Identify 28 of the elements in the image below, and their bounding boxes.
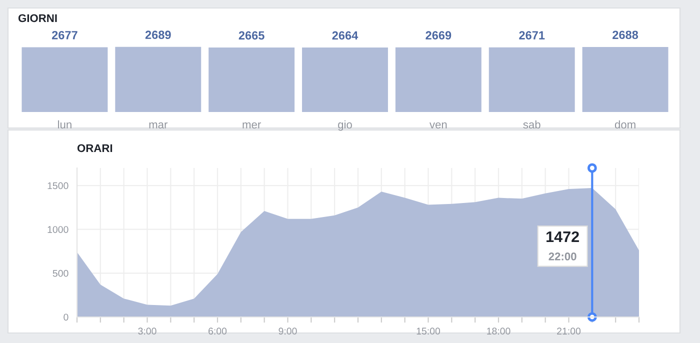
chart-title: ORARI: [77, 144, 112, 152]
data-label: 2665: [238, 31, 264, 40]
x-tick-label: gio: [338, 120, 352, 131]
x-tick-label: 21:00: [557, 328, 581, 335]
chart-title: GIORNI: [18, 14, 57, 22]
x-tick-label: 18:00: [487, 328, 510, 335]
data-label: 2688: [612, 30, 638, 40]
x-tick-label: ven: [430, 122, 447, 128]
x-tick-label: 15:00: [416, 328, 440, 335]
data-label: 2664: [332, 31, 358, 40]
y-tick-label: 1000: [48, 226, 68, 233]
x-tick-label: mar: [149, 122, 168, 128]
data-label: 2689: [145, 30, 171, 40]
data-label: 2669: [426, 31, 452, 40]
data-label: 2671: [519, 31, 545, 40]
x-tick-label: lun: [58, 120, 72, 128]
y-tick-label: 0: [64, 314, 68, 321]
x-tick-label: 9:00: [278, 328, 297, 335]
data-label: 2677: [52, 30, 78, 40]
x-tick-label: 3:00: [138, 328, 156, 335]
annotation: 22:00: [548, 252, 576, 260]
x-tick-label: 6:00: [208, 328, 227, 335]
y-tick-label: 500: [52, 270, 68, 277]
y-tick-label: 1500: [48, 182, 68, 190]
x-tick-label: mer: [242, 122, 261, 128]
x-tick-label: sab: [523, 120, 540, 128]
x-tick-label: dom: [614, 120, 636, 128]
annotation: 1472: [546, 231, 579, 242]
